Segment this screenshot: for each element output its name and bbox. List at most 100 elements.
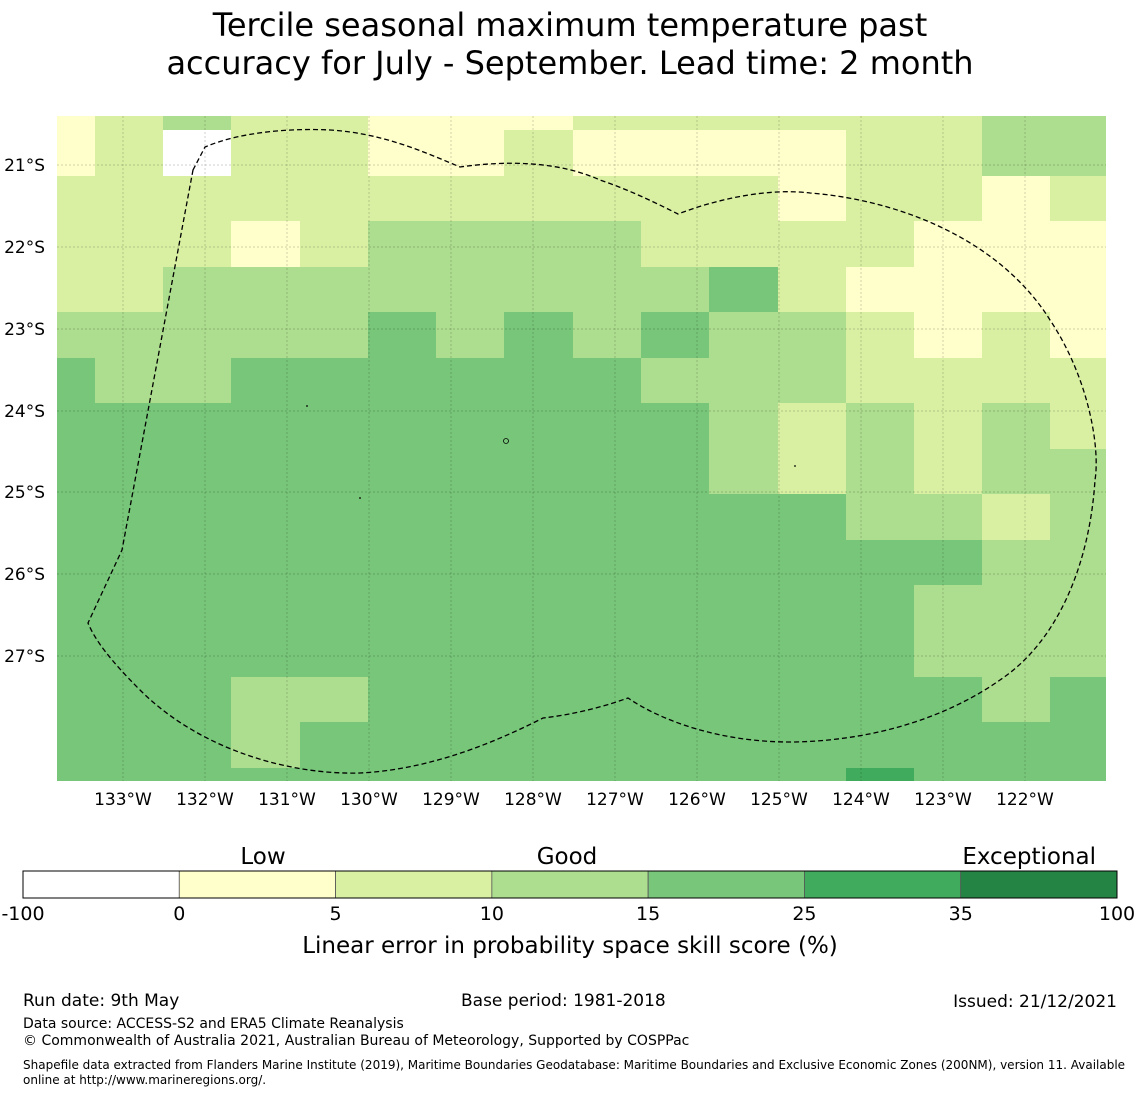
grid-cell xyxy=(368,116,436,130)
base-period: Base period: 1981-2018 xyxy=(461,991,666,1011)
grid-cell xyxy=(504,677,573,722)
grid-cell xyxy=(846,722,914,768)
grid-cell xyxy=(641,631,709,677)
latitude-label: 24°S xyxy=(4,402,45,422)
grid-cell xyxy=(95,494,163,540)
grid-cell xyxy=(436,585,504,631)
grid-cell xyxy=(709,768,778,781)
grid-cell xyxy=(300,768,368,781)
grid-cell xyxy=(982,540,1050,585)
grid-cell xyxy=(1050,494,1106,540)
grid-cell xyxy=(231,130,300,176)
grid-cell xyxy=(778,585,846,631)
grid-cell xyxy=(778,116,846,130)
grid-cell xyxy=(982,631,1050,677)
grid-cell xyxy=(778,677,846,722)
grid-cell xyxy=(436,403,504,449)
grid-cell xyxy=(1050,585,1106,631)
grid-cell xyxy=(641,585,709,631)
colorbar-tick-label: -100 xyxy=(1,903,44,925)
grid-cell xyxy=(436,221,504,267)
grid-cell xyxy=(641,768,709,781)
latitude-label: 26°S xyxy=(4,565,45,585)
grid-cell xyxy=(778,449,846,494)
grid-cell xyxy=(846,585,914,631)
grid-cell xyxy=(231,677,300,722)
grid-cell xyxy=(95,540,163,585)
grid-cell xyxy=(436,631,504,677)
grid-cell xyxy=(436,267,504,312)
grid-cell xyxy=(573,403,641,449)
colorbar-segment xyxy=(335,870,493,899)
grid-cell xyxy=(914,631,982,677)
grid-cell xyxy=(1050,631,1106,677)
grid-cell xyxy=(778,312,846,358)
grid-cell xyxy=(300,176,368,221)
grid-cell xyxy=(709,631,778,677)
grid-cell xyxy=(95,176,163,221)
grid-cell xyxy=(914,585,982,631)
grid-cell xyxy=(163,221,231,267)
grid-cell xyxy=(846,312,914,358)
colorbar-tick-label: 25 xyxy=(792,903,816,925)
grid-cell xyxy=(300,585,368,631)
grid-cell xyxy=(95,449,163,494)
grid-cell xyxy=(778,631,846,677)
grid-cell xyxy=(504,312,573,358)
grid-cell xyxy=(231,768,300,781)
grid-cell xyxy=(504,768,573,781)
grid-cell xyxy=(163,585,231,631)
grid-cell xyxy=(368,494,436,540)
grid-cell xyxy=(1050,267,1106,312)
grid-cell xyxy=(914,358,982,403)
grid-cell xyxy=(504,221,573,267)
grid-cell xyxy=(982,449,1050,494)
grid-cell xyxy=(504,130,573,176)
grid-cell xyxy=(436,494,504,540)
data-source: Data source: ACCESS-S2 and ERA5 Climate … xyxy=(23,1016,404,1032)
title-line-2: accuracy for July - September. Lead time… xyxy=(166,44,974,82)
grid-cell xyxy=(914,403,982,449)
grid-cell xyxy=(368,768,436,781)
shapefile-note: Shapefile data extracted from Flanders M… xyxy=(23,1058,1126,1087)
grid-cell xyxy=(57,449,95,494)
grid-cell xyxy=(641,722,709,768)
grid-cell xyxy=(709,449,778,494)
grid-cell xyxy=(504,176,573,221)
colorbar-axis-label: Linear error in probability space skill … xyxy=(302,933,838,959)
grid-cell xyxy=(504,449,573,494)
grid-cell xyxy=(436,540,504,585)
grid-cell xyxy=(1050,540,1106,585)
grid-cell xyxy=(982,358,1050,403)
grid-cell xyxy=(846,116,914,130)
grid-cell xyxy=(57,540,95,585)
grid-cell xyxy=(573,116,641,130)
grid-cell xyxy=(300,449,368,494)
longitude-label: 131°W xyxy=(258,790,316,810)
grid-cell xyxy=(573,358,641,403)
grid-cell xyxy=(778,267,846,312)
longitude-label: 128°W xyxy=(504,790,562,810)
longitude-label: 132°W xyxy=(176,790,234,810)
colorbar-segment xyxy=(804,870,962,899)
grid-cell xyxy=(436,116,504,130)
grid-cell xyxy=(641,267,709,312)
grid-cell xyxy=(368,267,436,312)
grid-cell xyxy=(573,312,641,358)
grid-cell xyxy=(504,403,573,449)
grid-cell xyxy=(368,176,436,221)
grid-cell xyxy=(709,585,778,631)
longitude-label: 123°W xyxy=(914,790,972,810)
grid-cell xyxy=(163,449,231,494)
grid-cell xyxy=(57,267,95,312)
grid-cell xyxy=(368,585,436,631)
grid-cell xyxy=(95,130,163,176)
grid-cell xyxy=(504,631,573,677)
longitude-label: 125°W xyxy=(750,790,808,810)
grid-cell xyxy=(368,221,436,267)
grid-cell xyxy=(57,312,95,358)
grid-cell xyxy=(368,540,436,585)
colorbar-category-label: Exceptional xyxy=(962,844,1096,870)
grid-cell xyxy=(57,358,95,403)
grid-cell xyxy=(641,403,709,449)
